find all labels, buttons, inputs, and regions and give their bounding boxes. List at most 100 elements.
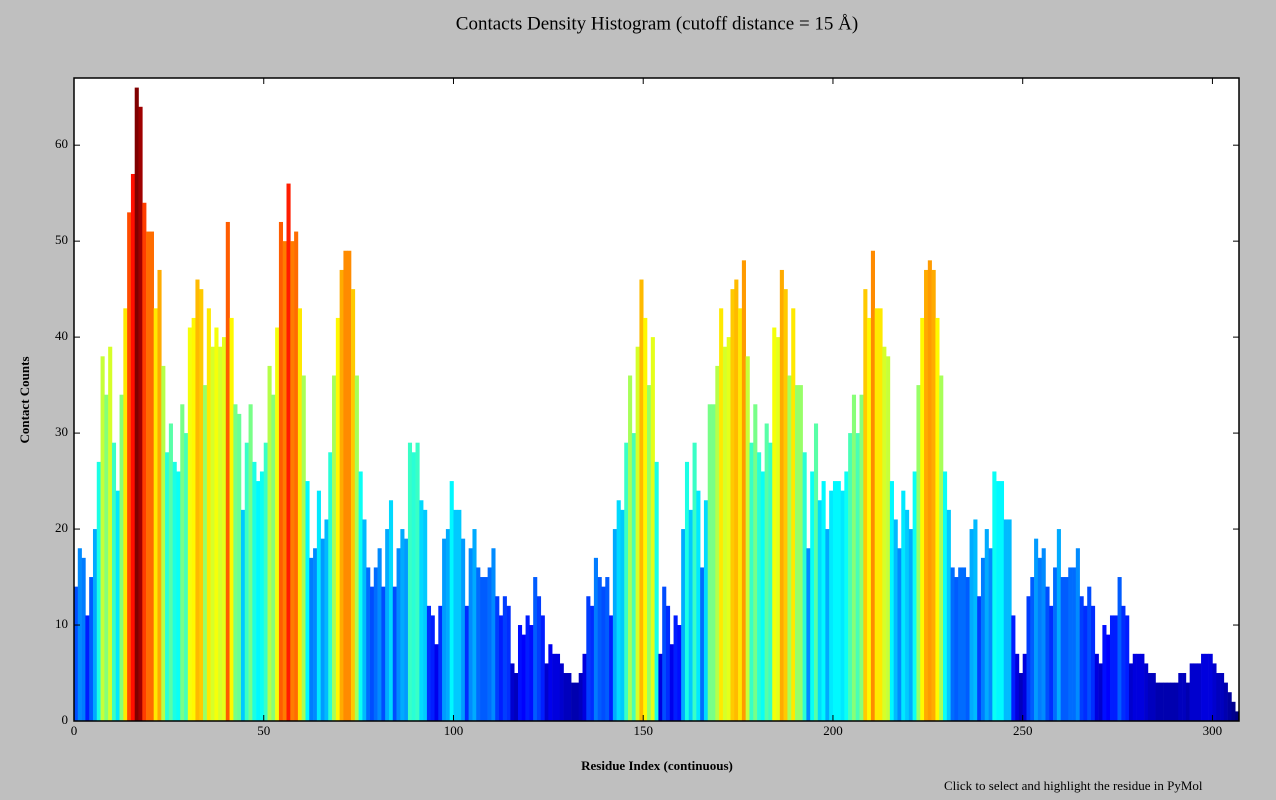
bar [992,471,997,721]
bar [954,577,959,721]
bar [453,509,458,721]
bar [840,490,845,721]
bar [206,308,211,721]
bar [612,529,617,721]
bar [1223,682,1228,721]
x-axis-label: Residue Index (continuous) [581,758,733,773]
bar [81,557,86,721]
bar [574,682,580,721]
bar [988,548,993,721]
bar [1231,701,1236,721]
bar [85,615,90,721]
bar [665,605,671,721]
bar [1045,586,1050,721]
bar [946,509,951,721]
bar [1087,586,1092,721]
bar [252,461,257,721]
bar [859,394,864,721]
bar [461,538,466,721]
bar [525,615,530,721]
bar [472,529,477,721]
chart-title: Contacts Density Histogram (cutoff dista… [456,13,858,34]
y-tick-label: 50 [55,232,68,247]
bar [419,500,424,721]
bar [1117,577,1122,721]
bar [696,490,701,721]
bar [335,317,340,721]
bar [111,442,117,721]
bar [142,202,147,721]
bar [1185,682,1190,721]
bar [999,481,1005,721]
x-tick-label: 50 [257,723,270,738]
bar [722,346,728,721]
bar [593,557,598,721]
bar [165,452,170,721]
bar [146,231,151,721]
bar [825,529,830,721]
bar [719,308,724,721]
bar [157,269,162,721]
bar [415,442,420,721]
bar [305,481,310,721]
bar [301,375,306,721]
bar [1022,653,1027,721]
bar [1140,653,1145,721]
bar [468,548,473,721]
bar [1106,634,1111,721]
bar [240,509,246,721]
bar [373,567,378,721]
bar [1163,682,1168,721]
bar [817,500,822,721]
bar [1204,653,1209,721]
bar [1144,663,1149,721]
y-tick-label: 0 [62,712,69,727]
bar [813,423,819,721]
x-tick-label: 200 [823,723,843,738]
bar [286,183,291,722]
bar [1220,673,1225,721]
bar [362,519,367,721]
bar [138,106,143,722]
bar [1170,682,1175,721]
bar [351,289,356,721]
bar [491,548,496,721]
bar [495,596,500,721]
x-tick-label: 0 [71,723,78,738]
bar [161,365,166,721]
bar [662,586,667,721]
bar [130,173,136,721]
bar [703,500,709,721]
bar [263,442,268,721]
bar [1083,605,1088,721]
bar [620,509,625,721]
bar [1155,682,1160,721]
bar [96,461,101,721]
bar [571,682,576,721]
bar [89,577,94,721]
x-tick-label: 250 [1013,723,1033,738]
bar [643,317,648,721]
bar [168,423,173,721]
bar [939,375,944,721]
bar [203,385,208,721]
bar [673,615,678,721]
bar [870,250,876,721]
bar [1109,615,1115,721]
bar [184,433,189,721]
bar [347,250,352,721]
bar [267,365,272,721]
bar [836,481,841,721]
bar [176,471,181,721]
bar [1174,682,1179,721]
bar [506,605,511,721]
bar [400,529,405,721]
bar [1030,577,1035,721]
bar [1091,605,1096,721]
bar [1075,548,1080,721]
bar [681,529,686,721]
x-tick-label: 150 [633,723,653,738]
bar [153,308,158,721]
